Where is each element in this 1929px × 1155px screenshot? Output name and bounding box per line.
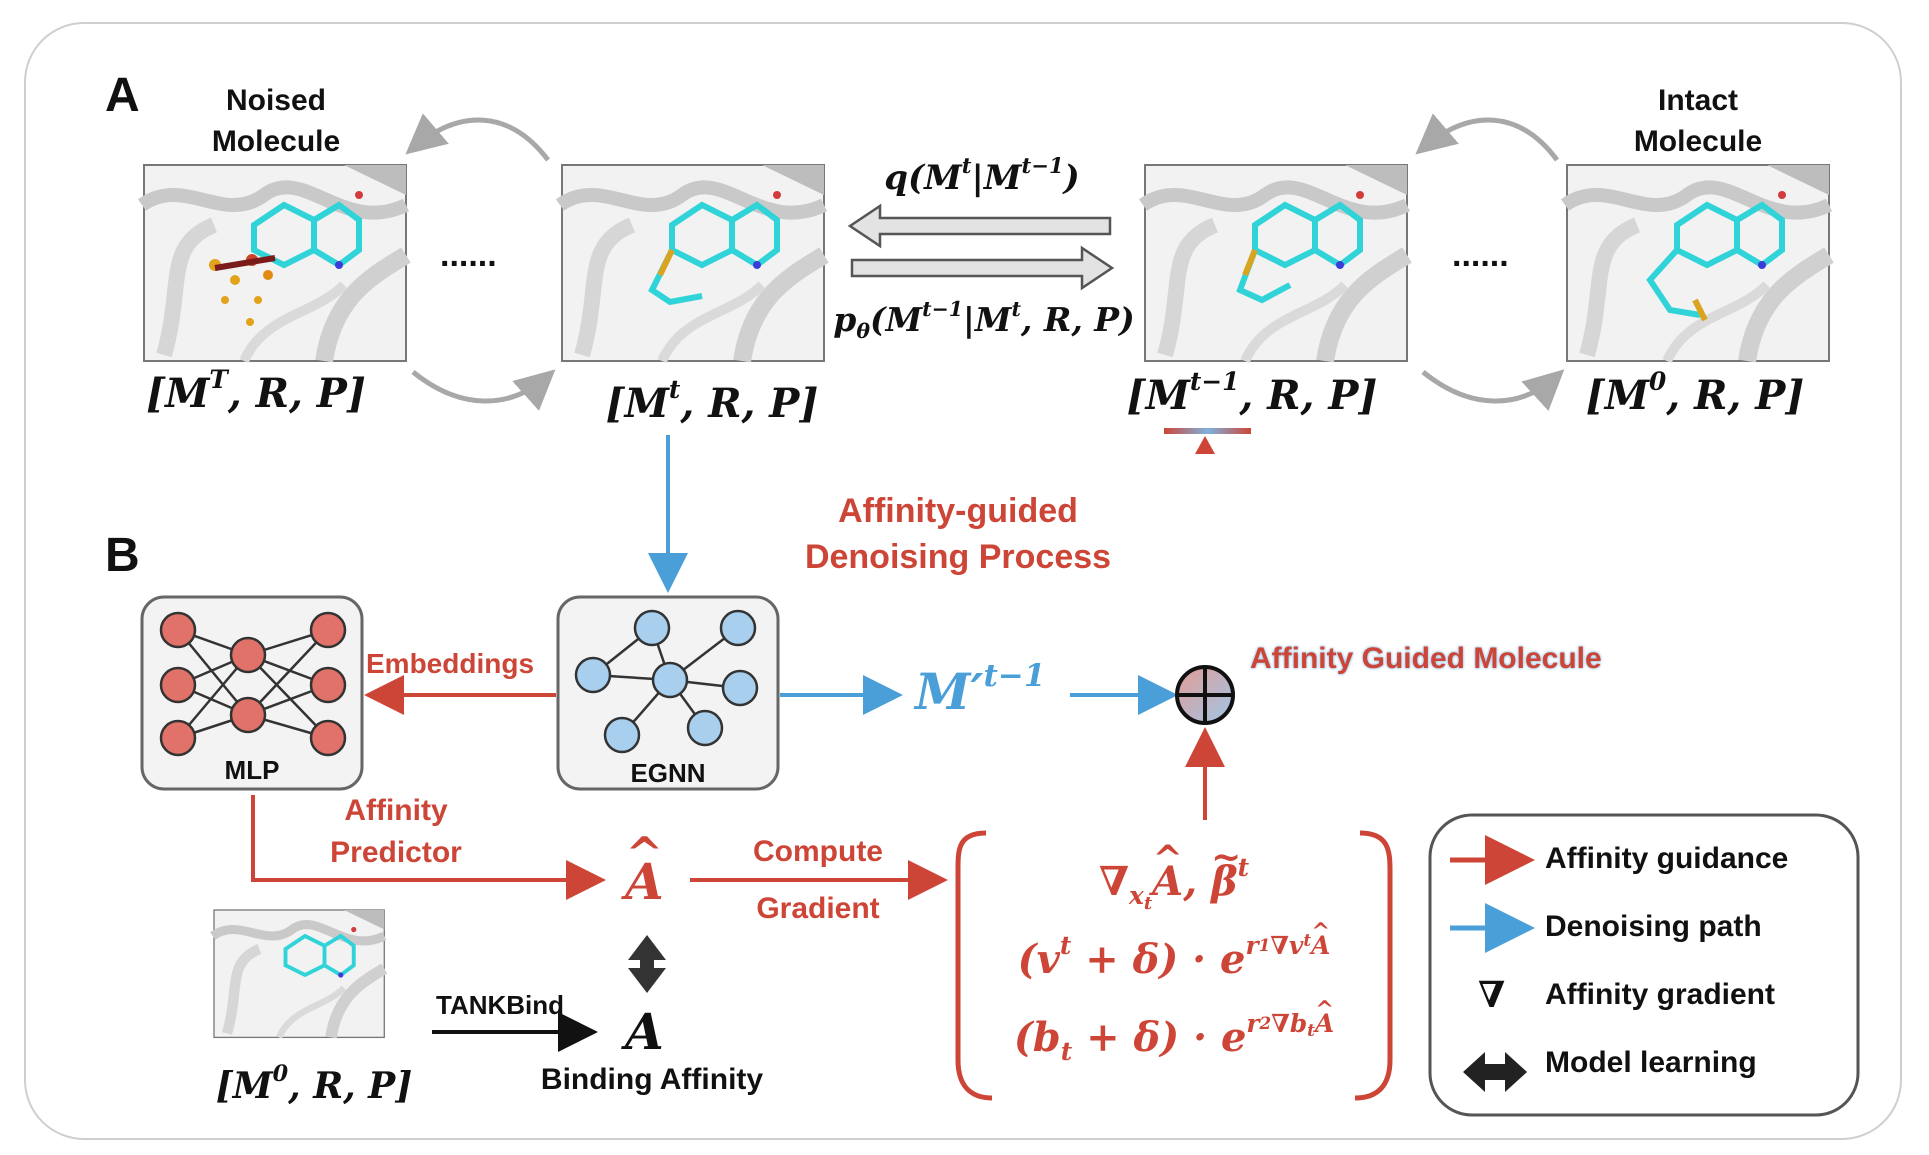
predicted-affinity-label: A	[625, 827, 664, 911]
legend-label-denoising-path: Denoising path	[1545, 910, 1762, 943]
step-t-molecule-image	[560, 165, 824, 361]
legend-label-affinity-gradient: Affinity gradient	[1545, 978, 1775, 1011]
gradient-label: Gradient	[756, 892, 880, 925]
model-learning-arrow	[628, 935, 666, 993]
formula-bracket-left	[955, 830, 993, 1101]
cycle-arrow-bottom-left	[411, 369, 556, 411]
panel-label-a: A	[105, 69, 140, 122]
affinity-predictor-arrow	[251, 795, 606, 900]
formula-line-2: (vt + δ) · er1∇vtA	[1018, 919, 1331, 983]
forward-process-label: q(Mt|Mt−1)	[884, 153, 1080, 198]
egnn-label: EGNN	[630, 758, 706, 788]
mlp-network	[159, 611, 347, 757]
noised-molecule-caption: Noised Molecule	[211, 84, 341, 158]
tankbind-label: TANKBind	[436, 990, 565, 1020]
formula-line-3: (bt + δ) · er2∇btA	[1014, 997, 1335, 1066]
state-label-intact: [M0, R, P]	[1585, 367, 1805, 419]
intermediate-molecule-label: M′t−1	[915, 657, 1046, 721]
target-molecule-image	[213, 910, 385, 1037]
reverse-process-label: pθ(Mt−1|Mt, R, P)	[833, 296, 1135, 344]
ellipsis-right: ......	[1452, 236, 1509, 274]
guided-molecule-label: Affinity Guided Molecule	[1250, 642, 1602, 675]
true-affinity-label: A	[625, 1002, 664, 1061]
egnn-graph	[574, 609, 759, 754]
intact-molecule-image	[1565, 165, 1829, 361]
embeddings-label: Embeddings	[366, 648, 535, 679]
intact-molecule-caption: Intact Molecule	[1633, 84, 1763, 158]
noise-atoms	[209, 254, 276, 326]
noised-molecule-image	[142, 165, 406, 361]
compute-label: Compute	[753, 835, 883, 868]
affinity-predictor-label: Affinity Predictor	[330, 794, 462, 869]
denoising-process-title: Affinity-guided Denoising Process	[804, 492, 1112, 576]
legend-label-model-learning: Model learning	[1545, 1046, 1757, 1079]
legend-label-affinity-guidance: Affinity guidance	[1545, 842, 1789, 875]
ellipsis-left: ......	[440, 236, 497, 274]
state-label-t: [Mt, R, P]	[605, 375, 819, 427]
guided-state-bar	[1164, 428, 1251, 434]
formula-line-1: ∇xtA, βt	[1099, 836, 1249, 914]
state-label-noised: [MT, R, P]	[146, 365, 366, 417]
cycle-arrow-top-left	[405, 113, 550, 162]
cycle-arrow-bottom-right	[1421, 369, 1565, 412]
mlp-box	[140, 595, 364, 791]
reverse-process-arrow	[850, 245, 1115, 291]
legend-box	[1428, 813, 1860, 1117]
forward-process-arrow	[847, 203, 1112, 249]
state-label-t-minus-1: [Mt−1, R, P]	[1126, 367, 1378, 419]
mlp-label: MLP	[224, 755, 280, 785]
legend-nabla-icon: ∇	[1478, 974, 1506, 1016]
state-label-target: [M0, R, P]	[215, 1061, 413, 1107]
formula-bracket-right	[1354, 830, 1393, 1101]
legend-double-arrow	[1463, 1052, 1527, 1092]
binding-affinity-label: Binding Affinity	[540, 1063, 764, 1096]
panel-label-b: B	[105, 529, 140, 582]
step-t-minus-1-molecule-image	[1143, 165, 1407, 361]
cycle-arrow-top-right	[1415, 113, 1560, 162]
